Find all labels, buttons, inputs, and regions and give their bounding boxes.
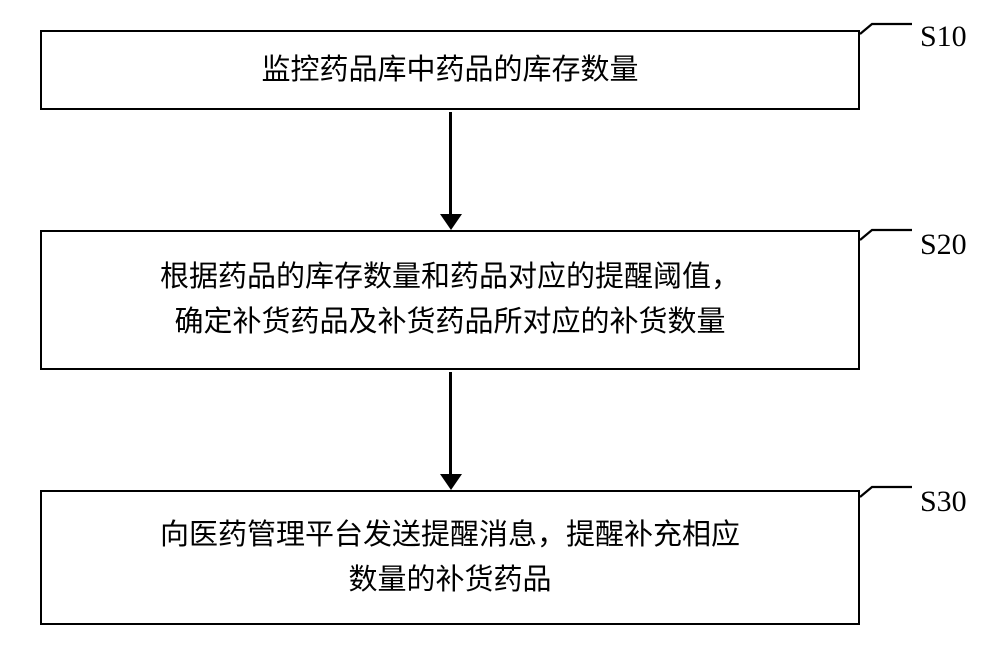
step-s30-text: 向医药管理平台发送提醒消息，提醒补充相应 数量的补货药品 bbox=[160, 513, 740, 603]
step-s20: 根据药品的库存数量和药品对应的提醒阈值， 确定补货药品及补货药品所对应的补货数量 bbox=[40, 230, 860, 370]
arrow-head-s10-s20 bbox=[440, 214, 462, 230]
label-s10: S10 bbox=[920, 20, 967, 54]
step-s30: 向医药管理平台发送提醒消息，提醒补充相应 数量的补货药品 bbox=[40, 490, 860, 625]
arrow-s20-s30 bbox=[449, 372, 452, 476]
arrow-head-s20-s30 bbox=[440, 474, 462, 490]
step-s10-text: 监控药品库中药品的库存数量 bbox=[261, 48, 638, 93]
lead-line-s30 bbox=[858, 485, 918, 505]
label-s30-text: S30 bbox=[920, 485, 967, 518]
step-s20-text: 根据药品的库存数量和药品对应的提醒阈值， 确定补货药品及补货药品所对应的补货数量 bbox=[160, 255, 740, 345]
lead-line-s10 bbox=[858, 22, 918, 42]
label-s10-text: S10 bbox=[920, 20, 967, 53]
lead-line-s20 bbox=[858, 228, 918, 248]
label-s30: S30 bbox=[920, 485, 967, 519]
label-s20-text: S20 bbox=[920, 228, 967, 261]
arrow-s10-s20 bbox=[449, 112, 452, 216]
flowchart-canvas: { "flowchart": { "type": "flowchart", "b… bbox=[0, 0, 1000, 648]
label-s20: S20 bbox=[920, 228, 967, 262]
step-s10: 监控药品库中药品的库存数量 bbox=[40, 30, 860, 110]
